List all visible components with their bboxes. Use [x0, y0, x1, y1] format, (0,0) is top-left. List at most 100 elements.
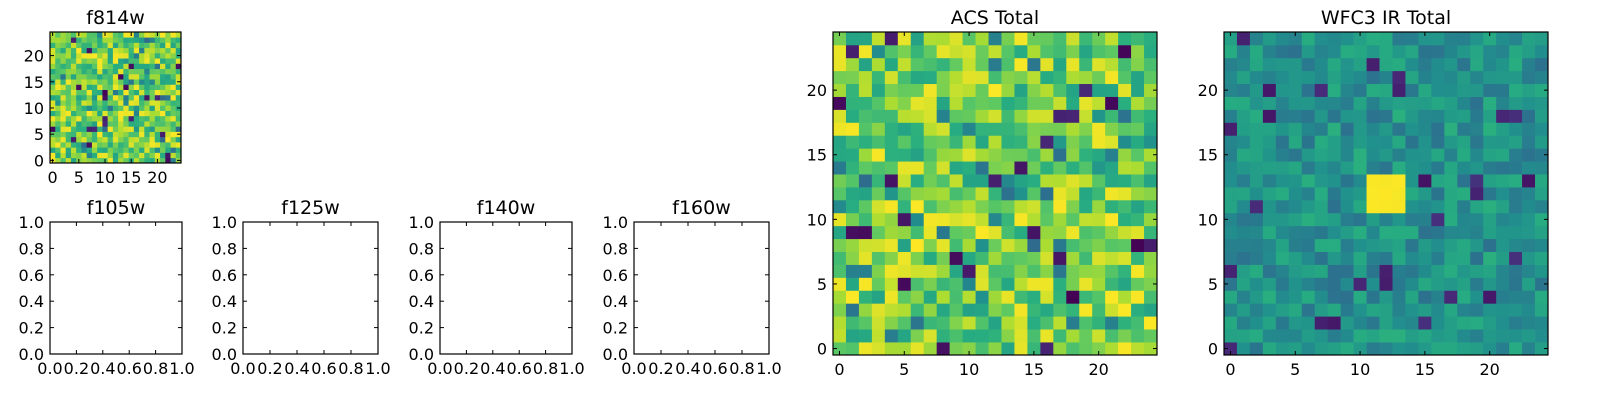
- heatmap-cell: [884, 32, 899, 46]
- heatmap-cell: [1144, 32, 1158, 46]
- heatmap-cell: [1262, 70, 1277, 85]
- heatmap-cell: [112, 52, 119, 59]
- heatmap-cell: [154, 105, 161, 111]
- heatmap-cell: [107, 84, 114, 90]
- y-tick-label: 20: [1198, 81, 1218, 100]
- heatmap-cell: [1483, 342, 1497, 356]
- heatmap-cell: [1079, 316, 1093, 330]
- heatmap-cell: [154, 142, 161, 148]
- heatmap-cell: [144, 47, 150, 54]
- heatmap-cell: [1496, 174, 1510, 188]
- heatmap-cell: [1405, 187, 1419, 201]
- heatmap-cell: [86, 131, 93, 138]
- heatmap-cell: [884, 290, 899, 304]
- heatmap-cell: [1483, 238, 1497, 252]
- heatmap-cell: [1118, 316, 1132, 330]
- heatmap-cell: [1496, 83, 1510, 97]
- heatmap-cell: [1079, 238, 1093, 252]
- heatmap-cell: [160, 105, 166, 111]
- heatmap-cell: [1014, 161, 1028, 175]
- heatmap-cell: [1092, 109, 1106, 123]
- heatmap-cell: [70, 32, 77, 38]
- heatmap-cell: [1079, 303, 1093, 317]
- heatmap-cell: [123, 42, 129, 49]
- heatmap-cell: [1236, 187, 1251, 201]
- heatmap-cell: [1522, 109, 1536, 123]
- heatmap-cell: [160, 47, 166, 54]
- heatmap-cell: [845, 199, 860, 214]
- heatmap-cell: [1053, 174, 1067, 188]
- heatmap-cell: [1275, 174, 1290, 188]
- heatmap-cell: [1301, 187, 1316, 201]
- heatmap-cell: [1301, 70, 1316, 85]
- heatmap-cell: [70, 131, 77, 138]
- heatmap-cell: [1496, 238, 1510, 252]
- heatmap-cell: [160, 63, 166, 70]
- y-tick-label: 5: [1208, 275, 1218, 294]
- heatmap-cell: [1353, 316, 1367, 330]
- heatmap-cell: [1444, 174, 1458, 188]
- heatmap-cell: [1040, 44, 1054, 59]
- heatmap-cell: [1392, 148, 1406, 162]
- heatmap-cell: [1509, 329, 1523, 343]
- heatmap-cell: [60, 37, 67, 43]
- heatmap-cell: [1275, 161, 1290, 175]
- heatmap-cell: [871, 316, 886, 330]
- heatmap-cell: [1001, 174, 1015, 188]
- heatmap-cell: [1431, 96, 1445, 110]
- heatmap-cell: [70, 58, 77, 64]
- heatmap-cell: [1262, 57, 1277, 72]
- heatmap-cell: [50, 73, 56, 80]
- heatmap-cell: [884, 277, 899, 291]
- heatmap-cell: [1040, 109, 1054, 123]
- heatmap-cell: [1131, 251, 1145, 265]
- heatmap-cell: [81, 68, 88, 75]
- axes-frame: [439, 221, 573, 355]
- heatmap-cell: [1470, 342, 1484, 356]
- heatmap-cell: [1353, 109, 1367, 123]
- heatmap-cell: [988, 264, 1002, 278]
- heatmap-cell: [76, 37, 82, 43]
- heatmap-cell: [1327, 187, 1341, 201]
- heatmap-cell: [1483, 277, 1497, 291]
- heatmap-cell: [962, 174, 976, 188]
- heatmap-cell: [1027, 135, 1041, 149]
- heatmap-cell: [936, 264, 950, 278]
- heatmap-cell: [1249, 32, 1264, 46]
- heatmap-cell: [1366, 316, 1380, 330]
- heatmap-cell: [1249, 161, 1264, 175]
- heatmap-cell: [1444, 135, 1458, 149]
- heatmap-cell: [1418, 109, 1432, 123]
- heatmap-cell: [1288, 277, 1303, 291]
- heatmap-cell: [1288, 342, 1303, 356]
- heatmap-cell: [1249, 199, 1264, 214]
- heatmap-cell: [1066, 187, 1080, 201]
- y-tick-label: 0.8: [603, 239, 628, 258]
- heatmap-cell: [975, 199, 989, 214]
- heatmap-cell: [175, 152, 182, 159]
- heatmap-cell: [70, 157, 77, 164]
- heatmap-cell: [107, 68, 114, 75]
- heatmap-cell: [107, 52, 114, 59]
- heatmap-cell: [76, 58, 82, 64]
- axes-frame: [1223, 31, 1549, 356]
- heatmap-cell: [858, 109, 873, 123]
- heatmap-cell: [923, 44, 938, 59]
- heatmap-cell: [1027, 122, 1041, 136]
- heatmap-cell: [1509, 303, 1523, 317]
- heatmap-cell: [139, 126, 145, 132]
- heatmap-cell: [1483, 303, 1497, 317]
- heatmap-cell: [1131, 161, 1145, 175]
- heatmap-cell: [1457, 83, 1471, 97]
- heatmap-cell: [102, 68, 108, 75]
- heatmap-cell: [70, 94, 77, 101]
- heatmap-cell: [1275, 303, 1290, 317]
- heatmap-cell: [1496, 290, 1510, 304]
- heatmap-cell: [988, 212, 1002, 227]
- heatmap-cell: [1040, 187, 1054, 201]
- heatmap-cell: [118, 126, 124, 132]
- heatmap-cell: [1053, 316, 1067, 330]
- heatmap-cell: [1405, 32, 1419, 46]
- heatmap-cell: [50, 63, 56, 70]
- heatmap-cell: [1444, 277, 1458, 291]
